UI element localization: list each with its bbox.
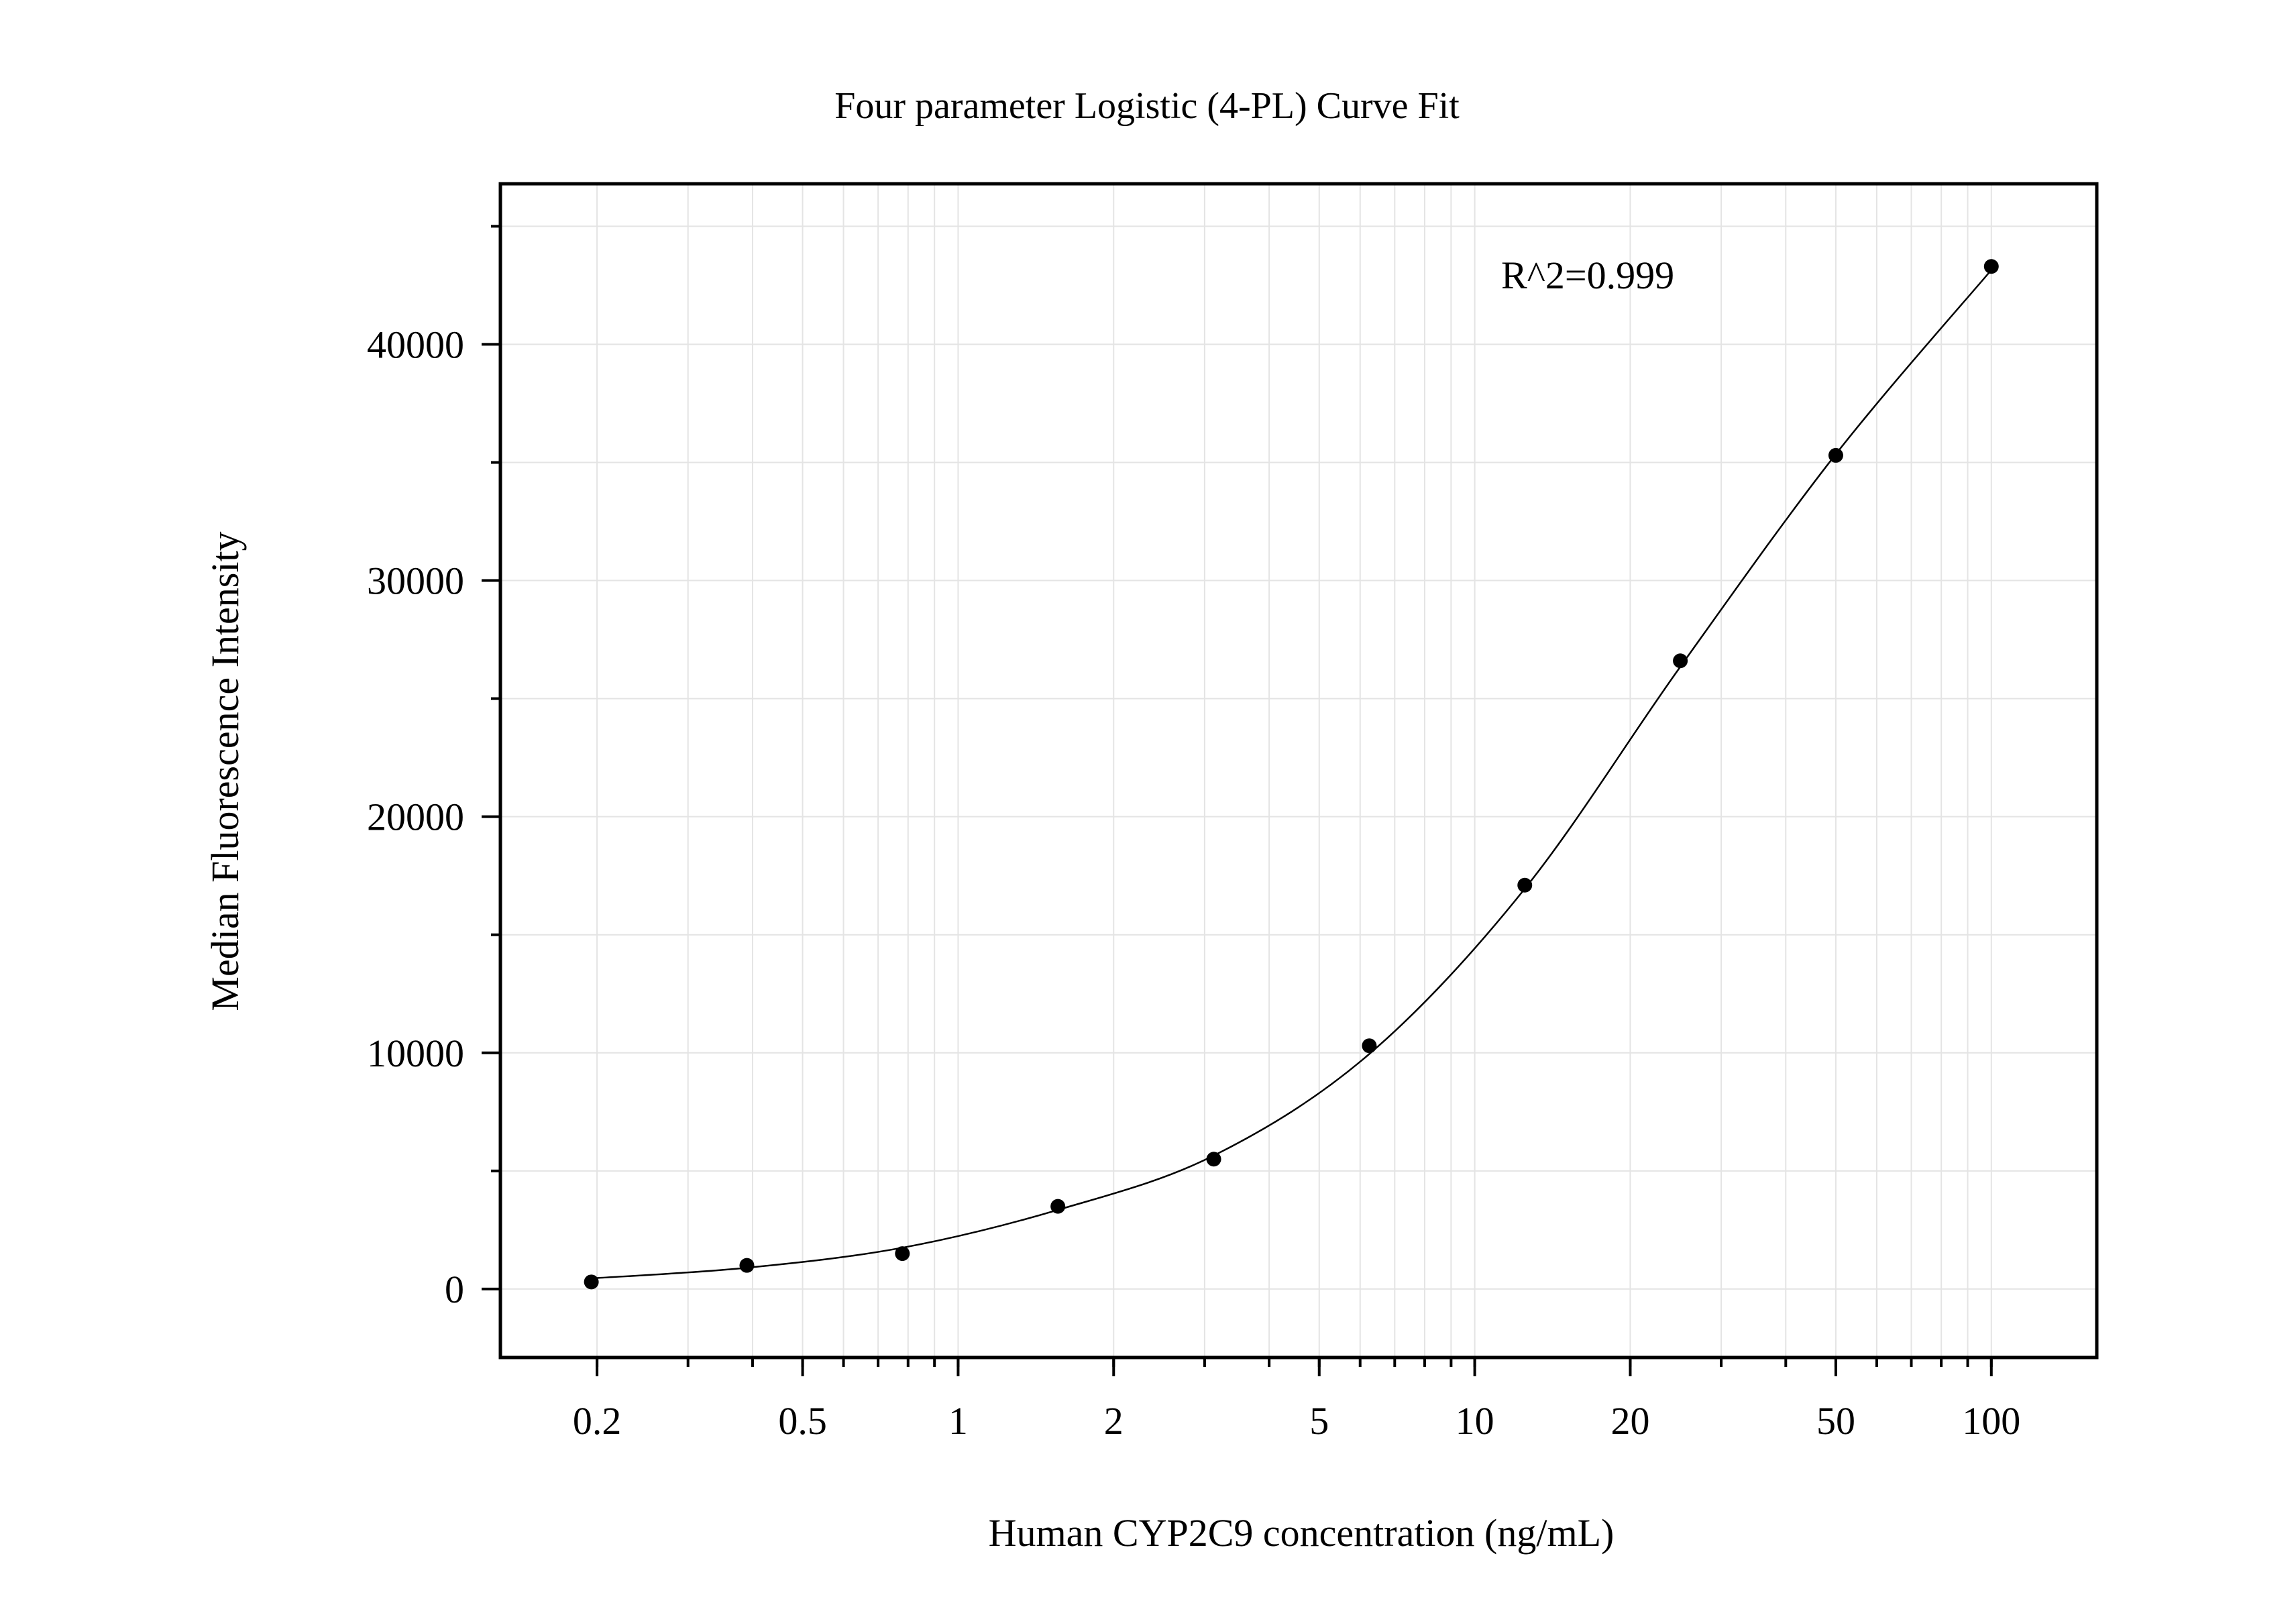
data-point — [1206, 1152, 1221, 1167]
chart-title: Four parameter Logistic (4-PL) Curve Fit — [834, 85, 1460, 127]
fit-curve-line — [591, 269, 1992, 1280]
grid-lines — [500, 184, 2097, 1357]
r-squared-annotation: R^2=0.999 — [1501, 254, 1674, 297]
data-point — [1983, 259, 1999, 274]
y-tick-label: 30000 — [367, 559, 464, 603]
fit-curve-layer — [591, 269, 1992, 1280]
data-point — [1828, 447, 1843, 463]
y-tick-label: 20000 — [367, 795, 464, 839]
axis-ticks — [482, 225, 1993, 1376]
data-point — [1673, 653, 1688, 669]
y-tick-label: 10000 — [367, 1032, 464, 1075]
x-tick-label: 2 — [1104, 1399, 1124, 1443]
y-tick-label: 0 — [445, 1268, 464, 1311]
data-point — [1362, 1038, 1377, 1054]
data-points-layer — [584, 259, 1999, 1290]
data-point — [739, 1258, 755, 1273]
y-axis-label: Median Fluorescence Intensity — [203, 531, 247, 1011]
x-tick-label: 0.2 — [573, 1399, 622, 1443]
data-point — [895, 1246, 910, 1262]
tick-labels: 0.2 0.5 1 2 5 10 20 50 100 0 10000 20000 30000 40000 — [367, 323, 2020, 1443]
x-tick-label: 100 — [1962, 1399, 2020, 1443]
x-axis-label: Human CYP2C9 concentration (ng/mL) — [989, 1511, 1615, 1555]
plot-frame — [498, 182, 2099, 1360]
x-tick-label: 50 — [1816, 1399, 1855, 1443]
x-tick-label: 20 — [1610, 1399, 1649, 1443]
data-point — [584, 1274, 599, 1290]
x-tick-label: 5 — [1309, 1399, 1329, 1443]
y-tick-label: 40000 — [367, 323, 464, 366]
x-tick-label: 0.5 — [778, 1399, 827, 1443]
x-tick-label: 1 — [948, 1399, 968, 1443]
data-point — [1050, 1199, 1066, 1214]
data-point — [1517, 877, 1533, 893]
x-tick-label: 10 — [1456, 1399, 1494, 1443]
